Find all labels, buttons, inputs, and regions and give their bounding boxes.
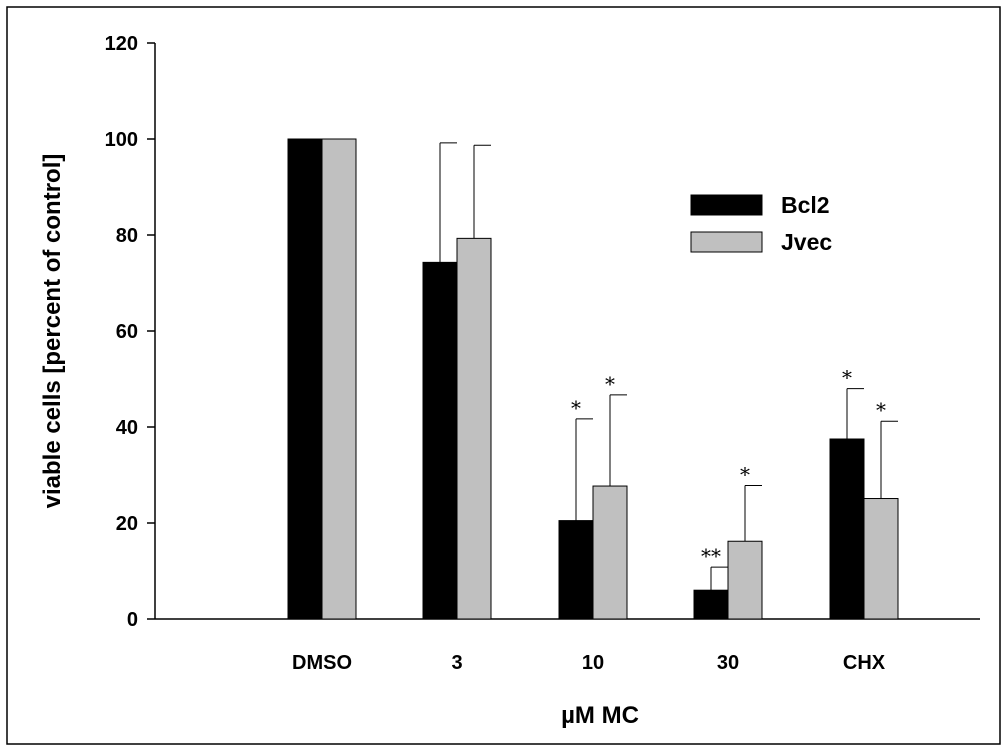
y-tick-label: 40: [116, 417, 138, 439]
bar-bcl2-10: [558, 520, 594, 620]
chart-frame: [6, 6, 1001, 745]
y-tick-label: 120: [105, 33, 138, 55]
legend-swatch-bcl2: [690, 194, 763, 216]
x-category-label: DMSO: [292, 652, 352, 674]
bar-jvec-chx: [863, 498, 899, 620]
significance-markers: *******: [571, 366, 886, 569]
x-category-label: 10: [582, 652, 604, 674]
y-tick-label: 0: [127, 609, 138, 631]
bar-jvec-3: [456, 237, 492, 620]
x-category-label: 30: [717, 652, 739, 674]
error-bars: [439, 142, 898, 591]
legend-label-jvec: Jvec: [781, 229, 832, 255]
x-axis-title: µM MC: [561, 702, 639, 729]
bar-jvec-10: [592, 485, 628, 620]
y-tick-label: 60: [116, 321, 138, 343]
y-axis-title: viable cells [percent of control]: [39, 154, 66, 509]
x-category-label: 3: [451, 652, 462, 674]
significance-marker: *: [571, 396, 581, 420]
y-tick-label: 100: [105, 129, 138, 151]
significance-marker: *: [876, 398, 886, 422]
x-axis-category-labels: DMSO 3 10 30 CHX: [292, 652, 886, 674]
y-tick-label: 80: [116, 225, 138, 247]
significance-marker: *: [605, 372, 615, 396]
legend: Bcl2 Jvec: [690, 192, 832, 255]
bar-bcl2-chx: [829, 438, 865, 620]
bar-jvec-dmso: [321, 138, 357, 620]
x-category-label: CHX: [843, 652, 886, 674]
significance-marker: **: [701, 544, 721, 568]
bar-jvec-30: [727, 540, 763, 620]
bar-bcl2-30: [693, 589, 729, 620]
bar-bcl2-3: [422, 261, 458, 620]
legend-label-bcl2: Bcl2: [781, 192, 830, 218]
significance-marker: *: [842, 366, 852, 390]
bar-bcl2-dmso: [287, 138, 323, 620]
y-tick-label: 20: [116, 513, 138, 535]
significance-marker: *: [740, 463, 750, 487]
y-axis-ticks: 0 20 40 60 80 100 120: [105, 33, 155, 631]
legend-swatch-jvec: [690, 231, 763, 253]
